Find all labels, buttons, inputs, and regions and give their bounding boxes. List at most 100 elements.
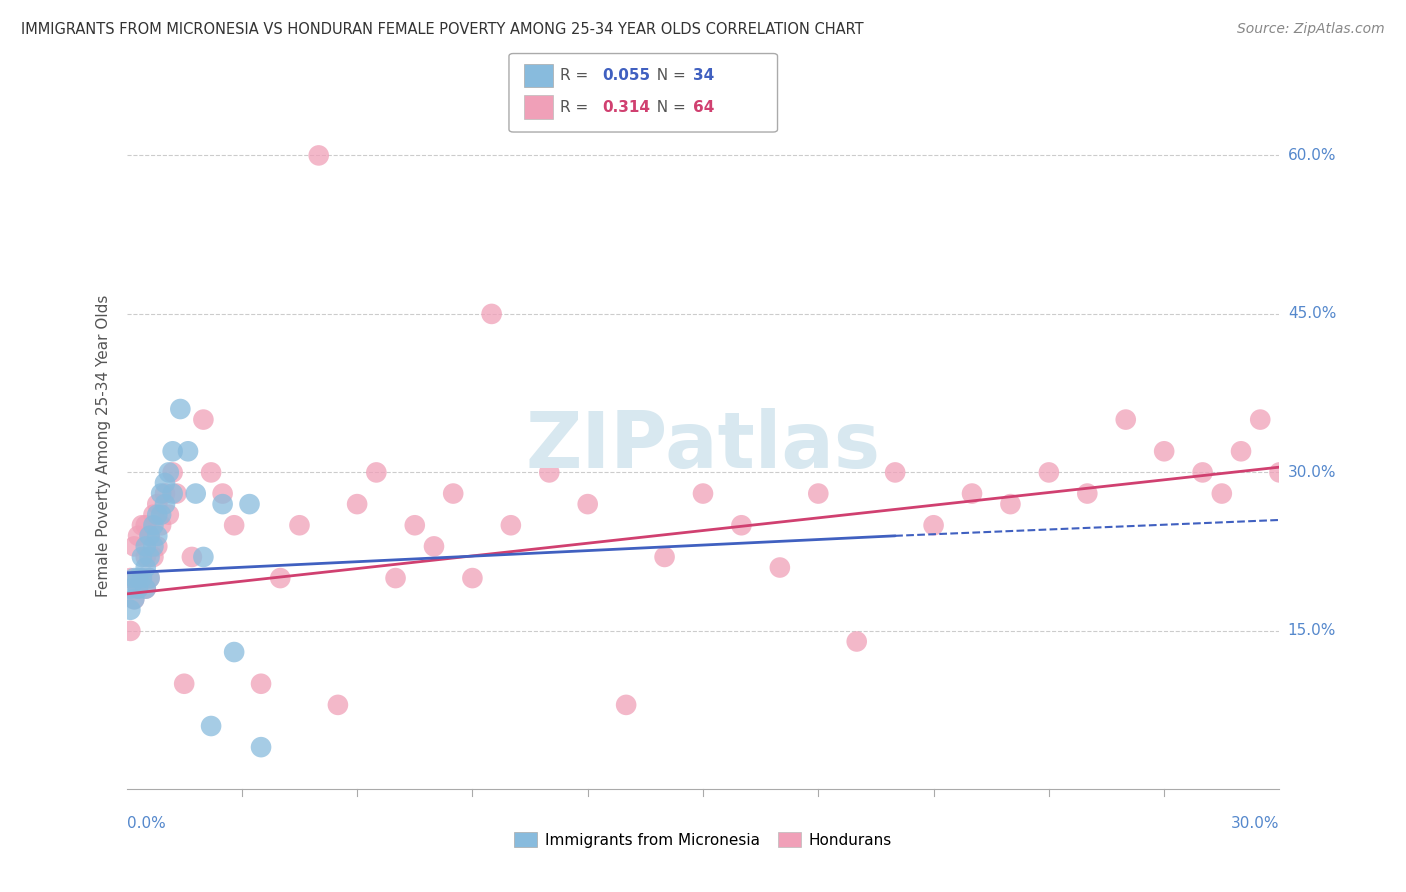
Point [127,571,149,585]
Point [654,549,676,564]
Point [200,719,222,733]
Point [153,486,176,500]
Point [146,497,169,511]
Point [138,529,160,543]
Text: R =: R = [560,101,593,115]
Point [224,518,246,533]
Point [1211,486,1233,500]
Point [142,549,165,564]
Point [1249,412,1271,426]
Text: 64: 64 [693,101,714,115]
Point [127,582,149,596]
Point [120,571,142,585]
Point [120,582,142,596]
Point [845,634,868,648]
Text: 15.0%: 15.0% [1288,624,1336,639]
Point [142,540,165,554]
Point [614,698,637,712]
Point [346,497,368,511]
Point [135,582,157,596]
Text: ZIPatlas: ZIPatlas [526,408,880,484]
Point [884,466,907,480]
Point [146,508,169,522]
Point [146,540,169,554]
Text: 45.0%: 45.0% [1288,307,1336,321]
Point [157,508,180,522]
Point [150,518,173,533]
Text: N =: N = [647,69,690,83]
Point [211,486,233,500]
Text: 0.0%: 0.0% [127,816,166,830]
Point [1153,444,1175,458]
Point [135,540,157,554]
Point [138,571,160,585]
Point [127,582,149,596]
Point [384,571,406,585]
Point [166,486,188,500]
Point [150,508,173,522]
Point [162,444,184,458]
Point [153,475,176,490]
Point [120,603,142,617]
Point [120,624,142,638]
Point [922,518,945,533]
Point [122,571,145,585]
Point [1038,466,1060,480]
Point [162,466,184,480]
Point [135,518,157,533]
Legend: Immigrants from Micronesia, Hondurans: Immigrants from Micronesia, Hondurans [508,826,898,854]
Point [122,592,145,607]
Point [193,549,215,564]
Text: Source: ZipAtlas.com: Source: ZipAtlas.com [1237,22,1385,37]
Point [127,529,149,543]
Point [142,508,165,522]
Point [153,497,176,511]
Point [193,412,215,426]
Point [180,549,202,564]
Point [250,740,273,755]
Point [441,486,464,500]
Point [122,540,145,554]
Point [122,592,145,607]
Point [135,549,157,564]
Point [138,571,160,585]
Point [131,518,153,533]
Point [308,148,330,162]
Point [461,571,484,585]
Point [404,518,426,533]
Point [146,529,169,543]
Y-axis label: Female Poverty Among 25-34 Year Olds: Female Poverty Among 25-34 Year Olds [96,295,111,597]
Point [807,486,830,500]
Point [423,540,446,554]
Point [576,497,599,511]
Point [538,466,561,480]
Point [1000,497,1022,511]
Point [173,677,195,691]
Point [960,486,983,500]
Point [135,582,157,596]
Text: N =: N = [647,101,690,115]
Point [730,518,752,533]
Point [169,402,191,417]
Point [131,549,153,564]
Point [200,466,222,480]
Point [1115,412,1137,426]
Point [142,518,165,533]
Point [138,529,160,543]
Point [1268,466,1291,480]
Point [769,560,792,574]
Point [481,307,503,321]
Point [224,645,246,659]
Point [692,486,714,500]
Point [131,571,153,585]
Point [366,466,388,480]
Point [238,497,260,511]
Text: IMMIGRANTS FROM MICRONESIA VS HONDURAN FEMALE POVERTY AMONG 25-34 YEAR OLDS CORR: IMMIGRANTS FROM MICRONESIA VS HONDURAN F… [21,22,863,37]
Text: 0.314: 0.314 [602,101,650,115]
Text: R =: R = [560,69,593,83]
Point [150,486,173,500]
Point [162,486,184,500]
Point [177,444,200,458]
Point [211,497,233,511]
Point [499,518,522,533]
